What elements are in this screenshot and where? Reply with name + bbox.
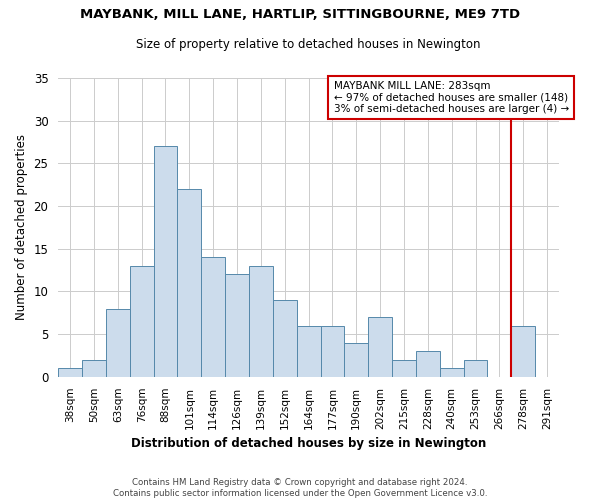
Bar [225,274,249,377]
Bar [201,258,225,377]
Bar [368,317,392,377]
X-axis label: Distribution of detached houses by size in Newington: Distribution of detached houses by size … [131,437,486,450]
Text: MAYBANK, MILL LANE, HARTLIP, SITTINGBOURNE, ME9 7TD: MAYBANK, MILL LANE, HARTLIP, SITTINGBOUR… [80,8,520,20]
Bar [58,368,82,377]
Bar [464,360,487,377]
Bar [106,308,130,377]
Bar [249,266,273,377]
Bar [416,351,440,377]
Bar [511,326,535,377]
Bar [178,189,201,377]
Bar [296,326,320,377]
Title: Size of property relative to detached houses in Newington: Size of property relative to detached ho… [136,38,481,51]
Bar [82,360,106,377]
Bar [344,342,368,377]
Y-axis label: Number of detached properties: Number of detached properties [15,134,28,320]
Bar [320,326,344,377]
Bar [130,266,154,377]
Bar [273,300,296,377]
Bar [440,368,464,377]
Text: MAYBANK MILL LANE: 283sqm
← 97% of detached houses are smaller (148)
3% of semi-: MAYBANK MILL LANE: 283sqm ← 97% of detac… [334,81,569,114]
Bar [154,146,178,377]
Text: Contains HM Land Registry data © Crown copyright and database right 2024.
Contai: Contains HM Land Registry data © Crown c… [113,478,487,498]
Bar [392,360,416,377]
